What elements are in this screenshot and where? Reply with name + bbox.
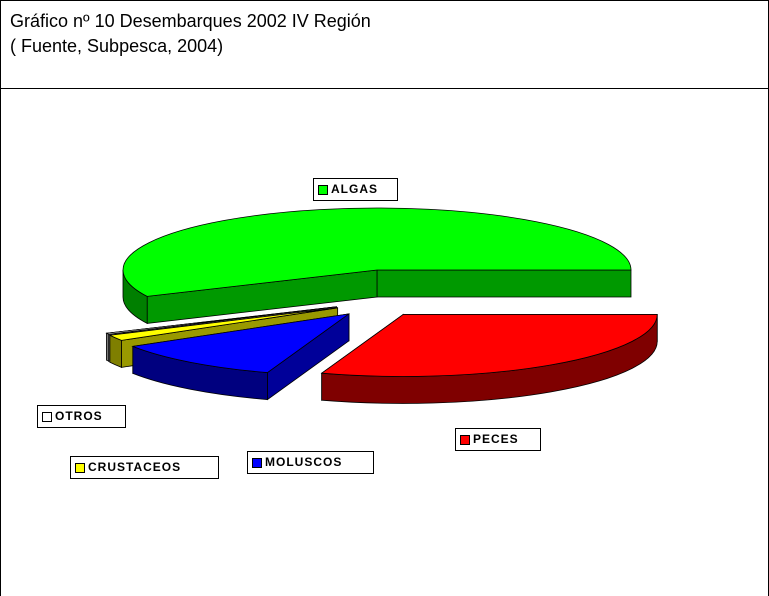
slice-top	[320, 314, 658, 377]
label-swatch	[75, 463, 85, 473]
slice-side	[106, 332, 110, 362]
label-text: OTROS	[55, 409, 103, 423]
label-swatch	[460, 435, 470, 445]
label-box	[313, 178, 398, 201]
label-swatch	[252, 458, 262, 468]
label-swatch	[42, 412, 52, 422]
legend-label: PECES	[455, 428, 541, 451]
label-box	[455, 428, 541, 451]
label-text: ALGAS	[331, 182, 378, 196]
legend-label: ALGAS	[313, 178, 398, 201]
slice-top	[108, 307, 338, 341]
legend-label: CRUSTACEOS	[70, 456, 219, 479]
label-box	[247, 451, 374, 474]
legend-label: MOLUSCOS	[247, 451, 374, 474]
label-swatch	[318, 185, 328, 195]
label-box	[37, 405, 126, 428]
chart-title: Gráfico nº 10 Desembarques 2002 IV Regió…	[10, 11, 371, 31]
slice-top	[105, 306, 337, 335]
label-box	[70, 456, 219, 479]
chart-subtitle: ( Fuente, Subpesca, 2004)	[10, 36, 223, 56]
slice-top	[122, 207, 632, 297]
slice-cut-wall	[376, 269, 632, 298]
legend-label: OTROS	[37, 405, 126, 428]
slice-top	[131, 313, 350, 373]
label-text: CRUSTACEOS	[88, 460, 181, 474]
label-text: PECES	[473, 432, 519, 446]
label-text: MOLUSCOS	[265, 455, 342, 469]
